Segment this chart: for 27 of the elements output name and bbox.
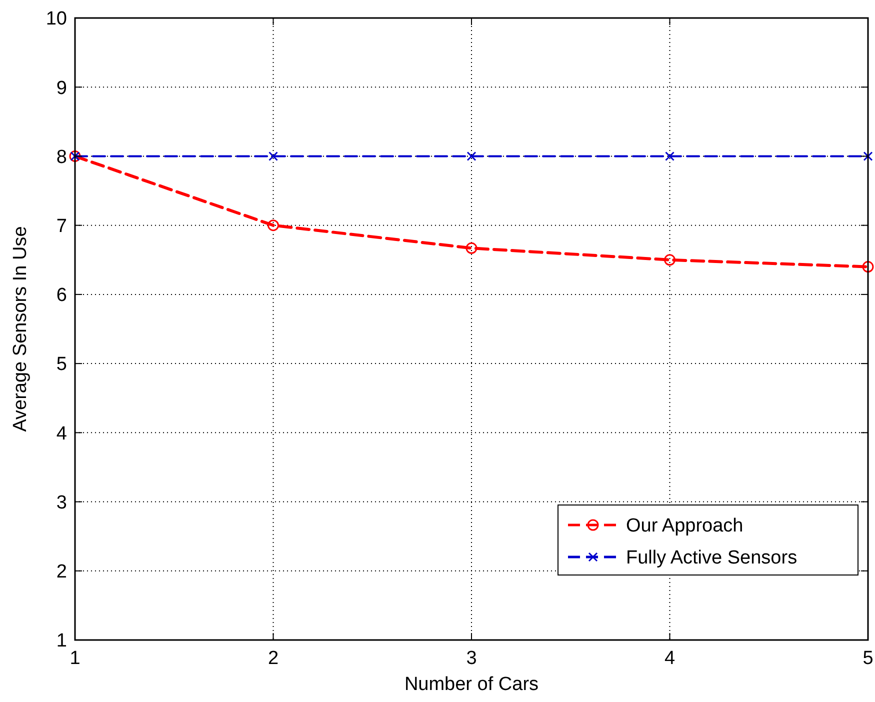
point bbox=[665, 151, 674, 161]
x-tick-label: 3 bbox=[466, 648, 477, 669]
y-tick-label: 9 bbox=[56, 78, 67, 99]
y-tick-label: 6 bbox=[56, 285, 67, 306]
x-axis-title: Number of Cars bbox=[404, 674, 539, 695]
x-tick-label: 2 bbox=[268, 648, 279, 669]
y-tick-label: 5 bbox=[56, 354, 67, 376]
y-axis-title: Average Sensors In Use bbox=[10, 226, 31, 432]
point bbox=[268, 220, 279, 232]
point bbox=[466, 151, 476, 161]
point bbox=[664, 254, 676, 266]
legend-label: Fully Active Sensors bbox=[626, 548, 798, 569]
y-tick-label: 7 bbox=[56, 216, 67, 237]
point bbox=[863, 151, 873, 161]
y-tick-label: 8 bbox=[56, 146, 67, 168]
x-tick-label: 1 bbox=[70, 648, 80, 669]
point bbox=[466, 242, 478, 254]
x-tick-label: 4 bbox=[664, 648, 676, 669]
point bbox=[862, 261, 874, 273]
point bbox=[268, 151, 278, 161]
x-tick-label: 5 bbox=[862, 648, 874, 669]
y-tick-label: 10 bbox=[46, 8, 67, 30]
y-tick-label: 4 bbox=[56, 423, 68, 444]
y-tick-label: 3 bbox=[56, 492, 67, 514]
legend-label: Our Approach bbox=[626, 516, 744, 537]
y-tick-label: 1 bbox=[56, 630, 67, 652]
y-tick-label: 2 bbox=[56, 562, 67, 583]
